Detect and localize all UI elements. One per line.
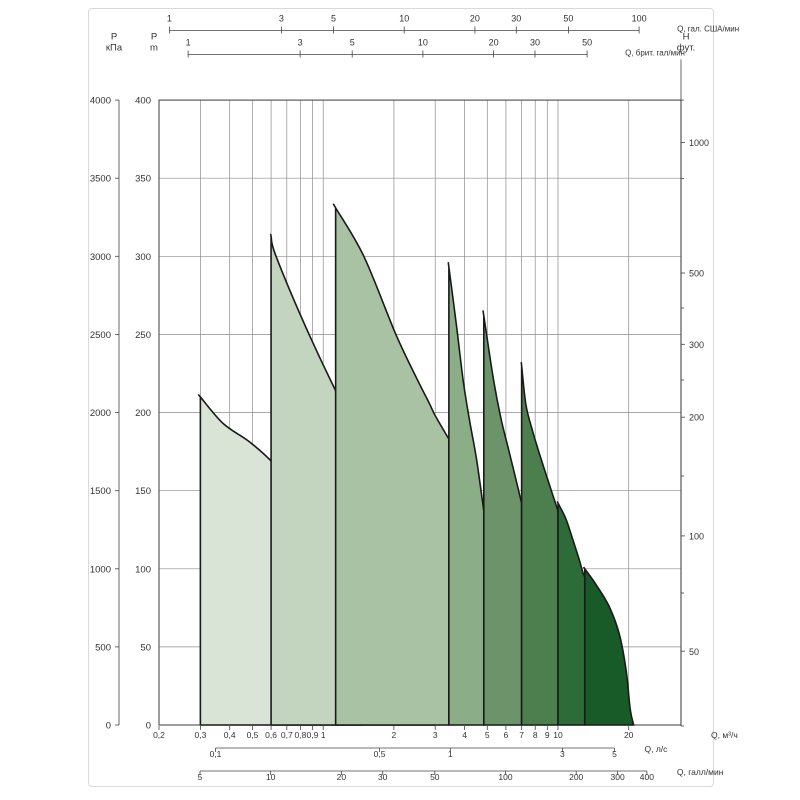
svg-text:9: 9 [545,730,550,740]
svg-text:0,5: 0,5 [374,749,386,759]
svg-text:1: 1 [186,38,191,48]
svg-text:2: 2 [392,730,397,740]
svg-text:4: 4 [462,730,467,740]
svg-text:3: 3 [279,14,284,24]
svg-text:250: 250 [135,330,151,341]
svg-text:0,3: 0,3 [194,730,206,740]
svg-text:200: 200 [569,772,583,782]
svg-text:2000: 2000 [90,408,111,419]
svg-text:1000: 1000 [689,138,709,148]
svg-text:3: 3 [433,730,438,740]
svg-text:Q, л/с: Q, л/с [645,744,669,754]
svg-text:8: 8 [533,730,538,740]
svg-text:10: 10 [399,14,409,24]
svg-text:m: m [150,42,158,53]
svg-text:1500: 1500 [90,486,111,497]
svg-text:H: H [683,31,690,42]
svg-text:0,4: 0,4 [224,730,236,740]
svg-text:50: 50 [582,38,592,48]
svg-text:1000: 1000 [90,564,111,575]
svg-text:400: 400 [135,96,151,107]
svg-text:фут.: фут. [677,42,695,53]
svg-text:300: 300 [611,772,625,782]
svg-text:P: P [111,31,117,42]
svg-text:0: 0 [146,721,151,732]
svg-text:0,8: 0,8 [294,730,306,740]
svg-text:кПа: кПа [106,42,123,53]
svg-text:500: 500 [95,642,111,653]
svg-text:50: 50 [563,14,573,24]
svg-text:0,5: 0,5 [247,730,259,740]
svg-text:10: 10 [266,772,276,782]
svg-text:5: 5 [198,772,203,782]
svg-text:100: 100 [498,772,512,782]
svg-text:30: 30 [530,38,540,48]
svg-text:100: 100 [632,14,647,24]
svg-text:0,7: 0,7 [281,730,293,740]
svg-text:0,9: 0,9 [306,730,318,740]
svg-text:50: 50 [689,647,699,657]
svg-text:350: 350 [135,174,151,185]
svg-text:5: 5 [331,14,336,24]
svg-text:20: 20 [470,14,480,24]
svg-text:6: 6 [504,730,509,740]
svg-text:3: 3 [560,749,565,759]
svg-text:Q, галл/мин: Q, галл/мин [677,767,724,777]
svg-text:300: 300 [689,340,704,350]
svg-text:100: 100 [689,531,704,541]
svg-text:50: 50 [430,772,440,782]
svg-text:3000: 3000 [90,252,111,263]
svg-text:30: 30 [511,14,521,24]
svg-text:10: 10 [553,730,563,740]
svg-text:0,2: 0,2 [153,730,165,740]
svg-text:10: 10 [418,38,428,48]
svg-text:3500: 3500 [90,174,111,185]
svg-text:0: 0 [106,721,111,732]
svg-text:300: 300 [135,252,151,263]
svg-text:20: 20 [624,730,634,740]
svg-text:5: 5 [612,749,617,759]
svg-text:5: 5 [485,730,490,740]
svg-text:Q, м³/ч: Q, м³/ч [711,730,738,740]
svg-text:5: 5 [350,38,355,48]
svg-text:150: 150 [135,486,151,497]
svg-text:4000: 4000 [90,96,111,107]
svg-text:1: 1 [321,730,326,740]
svg-text:100: 100 [135,564,151,575]
svg-text:200: 200 [135,408,151,419]
svg-text:500: 500 [689,269,704,279]
svg-text:400: 400 [640,772,654,782]
svg-text:30: 30 [378,772,388,782]
svg-text:20: 20 [337,772,347,782]
svg-text:3: 3 [298,38,303,48]
svg-text:200: 200 [689,413,704,423]
svg-text:2500: 2500 [90,330,111,341]
svg-text:1: 1 [448,749,453,759]
svg-text:1: 1 [167,14,172,24]
svg-text:50: 50 [140,642,151,653]
svg-text:7: 7 [519,730,524,740]
svg-text:P: P [151,31,157,42]
svg-text:0,1: 0,1 [210,749,222,759]
svg-text:0,6: 0,6 [265,730,277,740]
svg-text:20: 20 [489,38,499,48]
